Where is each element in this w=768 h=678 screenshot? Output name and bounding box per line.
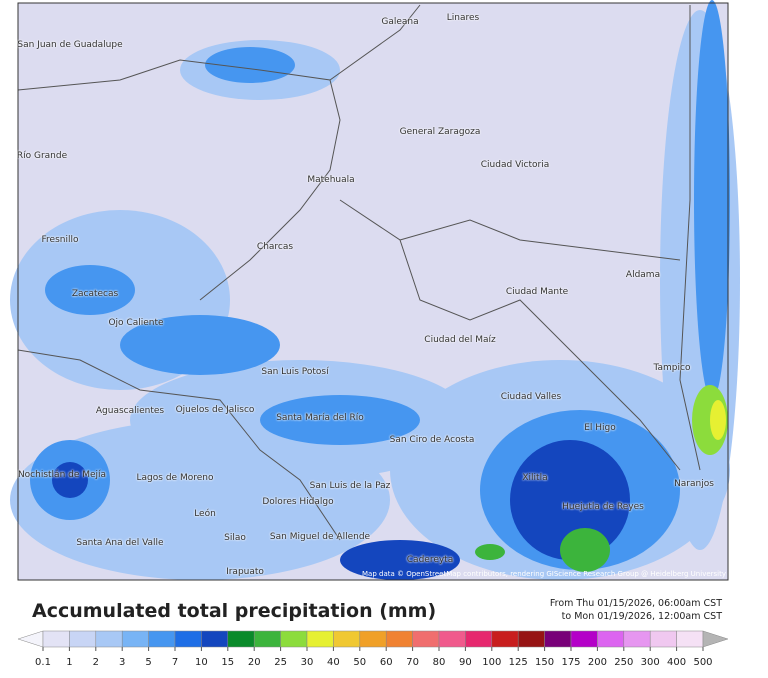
colorbar-segment: [174, 630, 202, 648]
place-label: Tampico: [653, 363, 691, 373]
place-label: Naranjos: [674, 479, 714, 489]
place-label: Santa Ana del Valle: [76, 538, 164, 548]
colorbar-segment: [544, 630, 572, 648]
colorbar-label: 2: [93, 657, 99, 668]
colorbar-label: 90: [459, 657, 472, 668]
colorbar-segment: [227, 630, 255, 648]
place-label: El Higo: [584, 423, 616, 433]
attribution: Map data © OpenStreetMap contributors, r…: [362, 570, 726, 578]
rain-heavy: [52, 440, 630, 580]
colorbar-label: 70: [406, 657, 419, 668]
colorbar-arrow-right: [702, 630, 729, 648]
colorbar-segment: [517, 630, 545, 648]
colorbar-label: 20: [248, 657, 261, 668]
place-label: Ojo Caliente: [108, 318, 164, 328]
place-label: Cadereyta: [406, 555, 454, 565]
colorbar-label: 400: [667, 657, 686, 668]
place-label: San Juan de Guadalupe: [17, 40, 123, 50]
colorbar-label: 175: [561, 657, 580, 668]
colorbar: 0.1 1 2 3 5 7 10 15 20 25 30 40 50 60 70 80 90 100 125 150 1…: [17, 630, 729, 668]
colorbar-label: 80: [433, 657, 446, 668]
place-label: Ciudad Mante: [505, 287, 569, 297]
rain-very-heavy: [475, 385, 728, 572]
colorbar-label: 7: [172, 657, 178, 668]
place-label: Xilitla: [522, 473, 548, 483]
place-label: Río Grande: [16, 151, 68, 161]
place-label: Ojuelos de Jalisco: [175, 405, 255, 415]
colorbar-label: 250: [614, 657, 633, 668]
place-label: San Luis Potosí: [261, 367, 329, 377]
colorbar-segment: [95, 630, 123, 648]
colorbar-label: 1: [66, 657, 72, 668]
place-label: San Miguel de Allende: [269, 532, 371, 542]
colorbar-label: 30: [301, 657, 314, 668]
place-label: Zacatecas: [71, 289, 119, 299]
place-label: León: [194, 509, 216, 519]
colorbar-label: 15: [221, 657, 234, 668]
colorbar-segment: [253, 630, 281, 648]
colorbar-segment: [42, 630, 70, 648]
place-label: Aldama: [625, 270, 661, 280]
colorbar-segment: [649, 630, 677, 648]
place-label: Galeana: [381, 17, 419, 27]
place-label: Ciudad Victoria: [480, 160, 550, 170]
place-label: Santa María del Río: [276, 413, 364, 423]
place-label: Huejutla de Reyes: [562, 502, 644, 512]
colorbar-label: 0.1: [35, 657, 51, 668]
place-label: Lagos de Moreno: [136, 473, 214, 483]
colorbar-label: 125: [509, 657, 528, 668]
place-label: Nochistlán de Mejía: [17, 470, 107, 480]
place-label: Matehuala: [307, 175, 355, 185]
colorbar-segment: [623, 630, 651, 648]
colorbar-segment: [385, 630, 413, 648]
place-label: Silao: [224, 533, 246, 543]
place-label: Dolores Hidalgo: [262, 497, 334, 507]
place-label: Irapuato: [226, 567, 264, 577]
borders: [17, 4, 701, 541]
place-label: Aguascalientes: [95, 406, 165, 416]
colorbar-label: 40: [327, 657, 340, 668]
colorbar-label: 50: [353, 657, 366, 668]
colorbar-label: 25: [274, 657, 287, 668]
legend-title: Accumulated total precipitation (mm): [32, 600, 437, 622]
place-label: San Ciro de Acosta: [389, 435, 475, 445]
colorbar-segment: [148, 630, 176, 648]
colorbar-arrow-left: [17, 630, 44, 648]
colorbar-segment: [333, 630, 361, 648]
period-from: From Thu 01/15/2026, 06:00am CST: [549, 598, 722, 609]
colorbar-label: 3: [119, 657, 125, 668]
colorbar-segment: [69, 630, 97, 648]
period-to: to Mon 01/19/2026, 12:00am CST: [561, 611, 722, 622]
place-label: Ciudad del Maíz: [424, 335, 496, 345]
colorbar-segment: [412, 630, 440, 648]
colorbar-segment: [597, 630, 625, 648]
place-label: Charcas: [256, 242, 294, 252]
colorbar-label: 200: [588, 657, 607, 668]
place-label: Ciudad Valles: [500, 392, 562, 402]
colorbar-segment: [359, 630, 387, 648]
map-frame: [17, 2, 729, 581]
colorbar-label: 300: [641, 657, 660, 668]
colorbar-label: 10: [195, 657, 208, 668]
place-label: General Zaragoza: [399, 127, 481, 137]
place-label: San Luis de la Paz: [309, 481, 391, 491]
colorbar-segment: [676, 630, 704, 648]
colorbar-segment: [306, 630, 334, 648]
colorbar-label: 500: [693, 657, 712, 668]
colorbar-segment: [438, 630, 466, 648]
colorbar-segment: [201, 630, 229, 648]
place-label: Linares: [446, 13, 480, 23]
colorbar-segment: [491, 630, 519, 648]
colorbar-segment: [570, 630, 598, 648]
colorbar-label: 100: [482, 657, 501, 668]
colorbar-segment: [121, 630, 149, 648]
colorbar-label: 60: [380, 657, 393, 668]
colorbar-segment: [280, 630, 308, 648]
colorbar-label: 5: [145, 657, 151, 668]
colorbar-label: 150: [535, 657, 554, 668]
colorbar-segment: [465, 630, 493, 648]
place-label: Fresnillo: [41, 235, 79, 245]
